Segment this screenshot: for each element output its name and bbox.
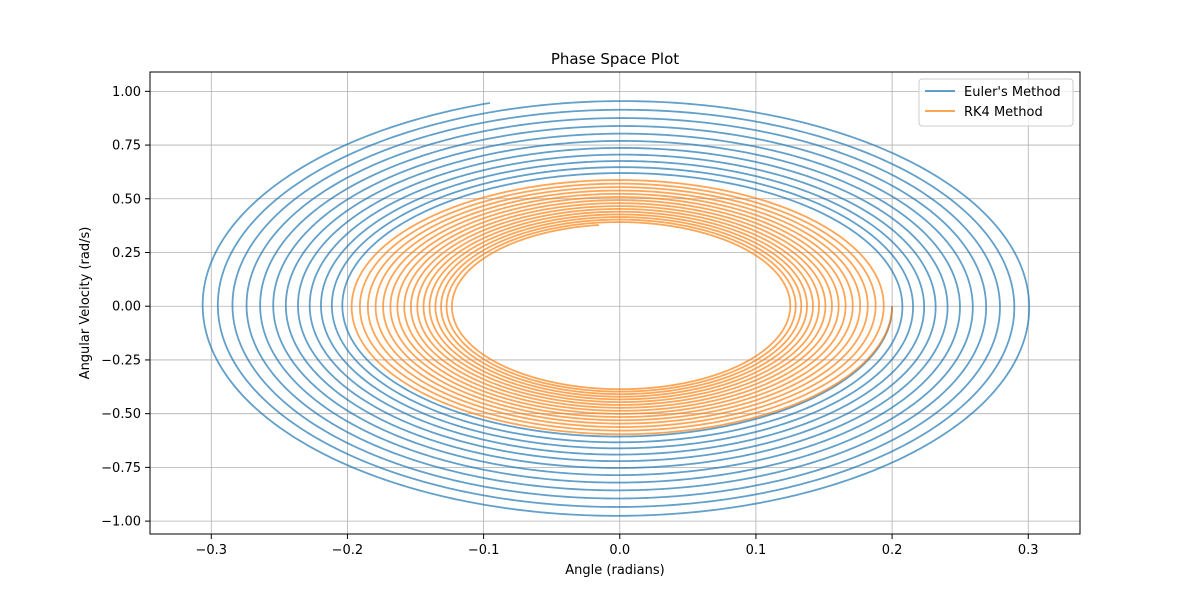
y-tick-label: 0.25 <box>112 246 141 261</box>
y-tick-label: 0.00 <box>112 300 141 315</box>
y-tick-label: 0.75 <box>112 139 141 154</box>
chart-title: Phase Space Plot <box>551 50 679 68</box>
x-tick-label: 0.3 <box>1018 543 1039 558</box>
y-tick-label: −1.00 <box>101 515 141 530</box>
x-tick-label: −0.2 <box>332 543 364 558</box>
y-tick-label: −0.25 <box>101 353 141 368</box>
x-tick-label: 0.0 <box>609 543 630 558</box>
x-tick-label: −0.3 <box>195 543 227 558</box>
series-line-0 <box>201 100 1031 517</box>
axis-ticks: −0.3 −0.2 −0.1 0.0 0.1 0.2 0.3 −1.00 −0.75 −0.50 −… <box>101 85 1038 558</box>
x-tick-label: 0.1 <box>746 543 767 558</box>
y-tick-label: 1.00 <box>112 85 141 100</box>
x-tick-label: 0.2 <box>882 543 903 558</box>
series-line-1 <box>350 179 893 436</box>
plot-frame <box>149 71 1081 535</box>
x-tick-label: −0.1 <box>468 543 500 558</box>
legend-label-rk4: RK4 Method <box>964 105 1043 120</box>
legend-label-euler: Euler's Method <box>964 85 1061 100</box>
x-axis-label: Angle (radians) <box>565 563 664 578</box>
y-tick-label: −0.50 <box>101 407 141 422</box>
y-axis-label: Angular Velocity (rad/s) <box>78 227 93 380</box>
y-tick-label: −0.75 <box>101 461 141 476</box>
y-tick-label: 0.50 <box>112 192 141 207</box>
legend: Euler's Method RK4 Method <box>918 78 1074 127</box>
series-lines <box>201 100 1031 517</box>
legend-box <box>918 78 1074 127</box>
